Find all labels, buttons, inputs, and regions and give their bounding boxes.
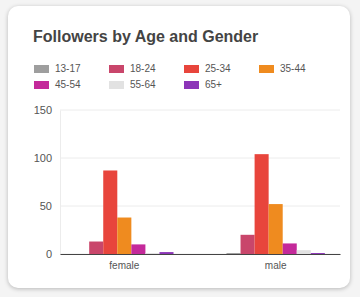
y-tick-label: 100 xyxy=(34,152,52,164)
y-tick-label: 50 xyxy=(40,200,52,212)
bar xyxy=(145,253,159,254)
bar xyxy=(241,235,255,254)
bar xyxy=(103,170,117,254)
x-tick: female xyxy=(109,254,139,271)
x-tick-label: male xyxy=(265,260,287,271)
x-axis: female male xyxy=(61,254,341,271)
legend-item: 35-44 xyxy=(259,63,306,74)
legend-item: 65+ xyxy=(184,79,222,90)
bar xyxy=(297,250,311,254)
y-tick-label: 150 xyxy=(34,104,52,116)
card xyxy=(8,6,350,288)
legend-swatch xyxy=(109,81,124,89)
legend-swatch xyxy=(184,65,199,73)
legend-label: 45-54 xyxy=(55,79,81,90)
legend-swatch xyxy=(34,65,49,73)
y-tick: 100 xyxy=(34,152,60,164)
bar xyxy=(131,244,145,254)
legend-item: 45-54 xyxy=(34,79,81,90)
legend-label: 25-34 xyxy=(205,63,231,74)
grid-line xyxy=(60,110,340,111)
y-tick: 0 xyxy=(46,248,60,260)
legend-item: 18-24 xyxy=(109,63,156,74)
bars xyxy=(89,154,325,254)
legend-swatch xyxy=(184,81,199,89)
legend-item: 13-17 xyxy=(34,63,81,74)
y-tick-label: 0 xyxy=(46,248,52,260)
legend-swatch xyxy=(259,65,274,73)
bar xyxy=(89,242,103,254)
y-tick: 150 xyxy=(34,104,60,116)
x-tick: male xyxy=(265,254,287,271)
grid-line xyxy=(60,158,340,159)
bar xyxy=(269,204,283,254)
legend: 13-17 18-24 25-34 35-44 45-54 55-64 65+ xyxy=(34,63,306,90)
legend-item: 55-64 xyxy=(109,79,156,90)
legend-item: 25-34 xyxy=(184,63,231,74)
grid-line xyxy=(60,206,340,207)
bar xyxy=(117,218,131,254)
legend-label: 13-17 xyxy=(55,63,81,74)
bar xyxy=(226,253,240,254)
bar xyxy=(283,243,297,254)
x-tick-label: female xyxy=(109,260,139,271)
chart: Followers by Age and Gender 13-17 18-24 25-… xyxy=(0,0,360,297)
legend-label: 65+ xyxy=(205,79,222,90)
bar xyxy=(255,154,269,254)
legend-label: 18-24 xyxy=(130,63,156,74)
grid xyxy=(60,110,340,254)
legend-swatch xyxy=(109,65,124,73)
bar xyxy=(159,252,173,254)
legend-swatch xyxy=(34,81,49,89)
title: Followers by Age and Gender xyxy=(33,28,258,45)
legend-label: 55-64 xyxy=(130,79,156,90)
y-axis: 0 50 100 150 xyxy=(34,104,61,260)
y-tick: 50 xyxy=(40,200,60,212)
bar xyxy=(311,253,325,254)
bar xyxy=(75,254,89,255)
x-axis-line xyxy=(61,254,341,255)
y-axis-line xyxy=(60,111,61,255)
legend-label: 35-44 xyxy=(280,63,306,74)
